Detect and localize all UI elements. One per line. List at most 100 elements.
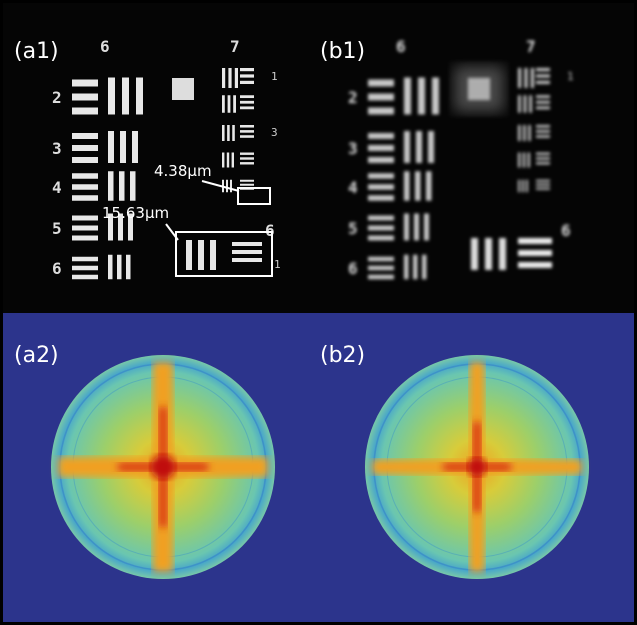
bar	[368, 80, 394, 87]
bar	[424, 214, 429, 241]
bar	[232, 125, 235, 141]
bar	[240, 95, 254, 98]
bar	[72, 133, 98, 139]
glow	[454, 66, 504, 112]
bar	[368, 216, 394, 221]
bar	[240, 81, 254, 84]
bar	[404, 171, 410, 201]
bar	[536, 153, 550, 155]
bar	[136, 78, 143, 115]
bar	[119, 171, 125, 201]
bar	[368, 266, 394, 271]
group-label: 7	[526, 37, 536, 56]
bar	[240, 130, 254, 133]
bar	[536, 184, 550, 186]
element-label: 1	[567, 70, 574, 83]
bar	[529, 95, 532, 113]
bar	[536, 106, 550, 109]
bar	[240, 157, 254, 159]
bar	[72, 80, 98, 87]
bar	[72, 145, 98, 151]
bar	[232, 258, 262, 262]
bar	[240, 135, 254, 138]
bar	[404, 255, 409, 280]
inset-label: 1	[274, 258, 281, 271]
bar	[368, 195, 394, 201]
element-label: 3	[52, 139, 62, 158]
center	[151, 455, 175, 479]
bar	[198, 240, 204, 270]
element-label: 1	[271, 70, 278, 83]
group-label: 7	[230, 37, 240, 56]
bar	[222, 95, 225, 113]
bar	[108, 131, 114, 163]
element-label: 4	[52, 178, 62, 197]
panel-label: (a2)	[14, 343, 59, 368]
bar	[228, 95, 231, 113]
bar	[72, 157, 98, 163]
bar	[240, 153, 254, 155]
bar	[210, 240, 216, 270]
bar	[368, 145, 394, 151]
bar	[117, 255, 122, 280]
bar	[222, 68, 225, 88]
bar	[232, 242, 262, 246]
bar	[416, 131, 422, 163]
bar	[404, 78, 411, 115]
bar	[432, 78, 439, 115]
bar	[518, 250, 552, 256]
bar	[122, 78, 129, 115]
panel-label: (b2)	[320, 343, 365, 368]
bar	[368, 275, 394, 280]
bar	[72, 275, 98, 280]
bar	[536, 135, 550, 138]
figure: 234566713614.38μm15.63μm 234566716 (a1) …	[0, 0, 637, 625]
bar	[368, 226, 394, 231]
bar	[120, 131, 126, 163]
bar	[72, 108, 98, 115]
bar	[518, 68, 521, 88]
bar	[528, 153, 530, 168]
bar	[413, 255, 418, 280]
bar	[536, 188, 550, 190]
bar	[518, 153, 520, 168]
element-label: 6	[52, 259, 62, 278]
element-label: 5	[52, 219, 62, 238]
bar	[72, 94, 98, 101]
bar	[227, 125, 230, 141]
bar	[368, 236, 394, 241]
bar	[186, 240, 192, 270]
bar	[471, 238, 478, 270]
bar	[536, 157, 550, 159]
bar	[240, 68, 254, 71]
bar	[72, 266, 98, 271]
bar	[536, 130, 550, 133]
center	[468, 458, 486, 476]
bar	[72, 195, 98, 201]
bar	[240, 101, 254, 104]
bar	[240, 125, 254, 128]
bar	[368, 133, 394, 139]
bar	[240, 74, 254, 77]
inset-label: 6	[561, 221, 571, 240]
bar	[522, 180, 524, 193]
bar	[536, 68, 550, 71]
bar	[368, 157, 394, 163]
bar	[132, 131, 138, 163]
bar	[536, 162, 550, 164]
bar	[518, 180, 520, 193]
bar	[404, 214, 409, 241]
bar	[426, 171, 432, 201]
bar	[524, 95, 527, 113]
bar	[415, 171, 421, 201]
element-label: 3	[348, 139, 358, 158]
bar	[531, 68, 534, 88]
bar	[536, 74, 550, 77]
bar	[72, 216, 98, 221]
bar	[368, 257, 394, 262]
bar	[233, 95, 236, 113]
bar	[108, 255, 113, 280]
bar	[518, 238, 552, 244]
bar	[232, 250, 262, 254]
bar	[368, 108, 394, 115]
